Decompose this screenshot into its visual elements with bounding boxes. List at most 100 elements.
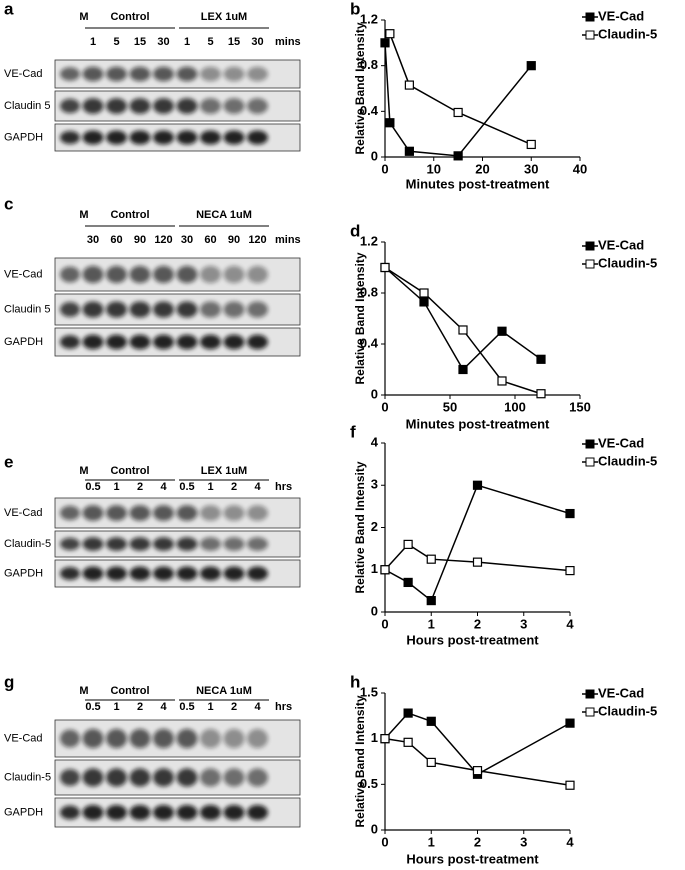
time-label: 2 xyxy=(137,481,143,493)
data-point xyxy=(385,29,395,39)
data-point xyxy=(453,151,463,161)
blot-band xyxy=(200,768,221,787)
group-label: LEX 1uM xyxy=(201,11,247,23)
legend-label: Claudin-5 xyxy=(598,453,657,468)
blot-band xyxy=(60,302,80,317)
time-label: 30 xyxy=(251,36,263,48)
data-point xyxy=(458,364,468,375)
legend-marker xyxy=(585,707,595,717)
panel-letter: c xyxy=(4,194,13,213)
legend-marker xyxy=(585,12,595,22)
data-point xyxy=(426,716,436,726)
blot-band xyxy=(153,768,174,787)
legend-marker xyxy=(585,30,595,40)
blot-band xyxy=(247,98,268,114)
x-tick-label: 2 xyxy=(474,616,481,631)
x-tick-label: 0 xyxy=(381,161,388,176)
row-label: Claudin 5 xyxy=(4,303,50,315)
time-label: 1 xyxy=(113,701,119,713)
group-label: Control xyxy=(110,11,149,23)
time-label: 1 xyxy=(90,36,96,48)
time-label: 2 xyxy=(137,701,143,713)
blot-band xyxy=(153,537,174,551)
x-axis-title: Minutes post-treatment xyxy=(406,176,550,191)
blot-band xyxy=(106,130,127,145)
data-point xyxy=(419,297,429,307)
marker-lane-label: M xyxy=(79,465,88,477)
x-tick-label: 2 xyxy=(474,834,481,849)
blot-band xyxy=(60,505,80,521)
data-point xyxy=(565,508,575,519)
series-line xyxy=(384,484,571,602)
panel-letter: a xyxy=(4,0,14,18)
blot-band xyxy=(60,729,80,748)
blot-band xyxy=(153,505,174,521)
blot-band xyxy=(82,130,104,145)
data-point xyxy=(458,325,468,335)
y-axis-title: Relative Band Intensity xyxy=(353,252,367,384)
time-label: 15 xyxy=(134,36,146,48)
blot-band xyxy=(129,98,151,114)
panel-letter: f xyxy=(350,422,356,441)
blot-band xyxy=(223,130,245,145)
blot-band xyxy=(200,728,221,749)
data-point xyxy=(385,118,395,128)
blot-band xyxy=(129,768,151,787)
blot-band xyxy=(106,728,127,749)
data-point xyxy=(453,107,463,118)
series-line xyxy=(384,42,532,157)
time-label: 0.5 xyxy=(85,701,100,713)
x-tick-label: 3 xyxy=(520,834,527,849)
legend-marker xyxy=(585,689,595,699)
time-label: 0.5 xyxy=(179,481,194,493)
blot-band xyxy=(106,334,127,350)
blot-band xyxy=(60,567,80,580)
blot-band xyxy=(176,566,198,581)
blot-band xyxy=(106,537,127,551)
blot-band xyxy=(176,768,198,787)
blot-band xyxy=(176,130,198,145)
time-label: 4 xyxy=(254,481,261,493)
data-point xyxy=(472,557,483,567)
panel-letter: e xyxy=(4,452,13,471)
time-label: 90 xyxy=(228,234,240,246)
panel-letter: h xyxy=(350,672,360,691)
x-tick-label: 0 xyxy=(381,399,388,414)
blot-band xyxy=(153,334,174,350)
y-tick-label: 0 xyxy=(371,821,378,836)
time-unit: mins xyxy=(275,36,301,48)
blot-band xyxy=(153,301,174,318)
x-tick-label: 20 xyxy=(475,161,489,176)
y-axis-title: Relative Band Intensity xyxy=(353,22,367,154)
blot-band xyxy=(82,66,104,82)
group-label: Control xyxy=(110,209,149,221)
time-label: 1 xyxy=(113,481,119,493)
data-point xyxy=(536,389,546,399)
blot-band xyxy=(60,335,80,349)
blot-band xyxy=(106,768,127,787)
blot-band xyxy=(106,301,127,318)
row-label: VE-Cad xyxy=(4,268,43,280)
time-label: 1 xyxy=(207,481,213,493)
time-label: 30 xyxy=(157,36,169,48)
blot-band xyxy=(247,301,268,318)
blot-band xyxy=(82,804,104,821)
time-unit: hrs xyxy=(275,701,292,713)
y-tick-label: 1.5 xyxy=(360,684,378,699)
data-point xyxy=(565,718,575,728)
y-tick-label: 0.8 xyxy=(360,284,378,299)
row-label: VE-Cad xyxy=(4,507,43,519)
series-line xyxy=(389,33,532,146)
data-point xyxy=(419,288,429,298)
blot-band xyxy=(60,769,80,786)
data-point xyxy=(536,354,546,364)
blot-band xyxy=(223,768,245,787)
x-tick-label: 30 xyxy=(524,161,538,176)
x-tick-label: 4 xyxy=(566,616,574,631)
y-tick-label: 0.8 xyxy=(360,57,378,72)
y-tick-label: 0 xyxy=(371,603,378,618)
row-label: GAPDH xyxy=(4,567,43,579)
row-label: GAPDH xyxy=(4,336,43,348)
group-label: Control xyxy=(110,685,149,697)
blot-band xyxy=(247,566,268,581)
